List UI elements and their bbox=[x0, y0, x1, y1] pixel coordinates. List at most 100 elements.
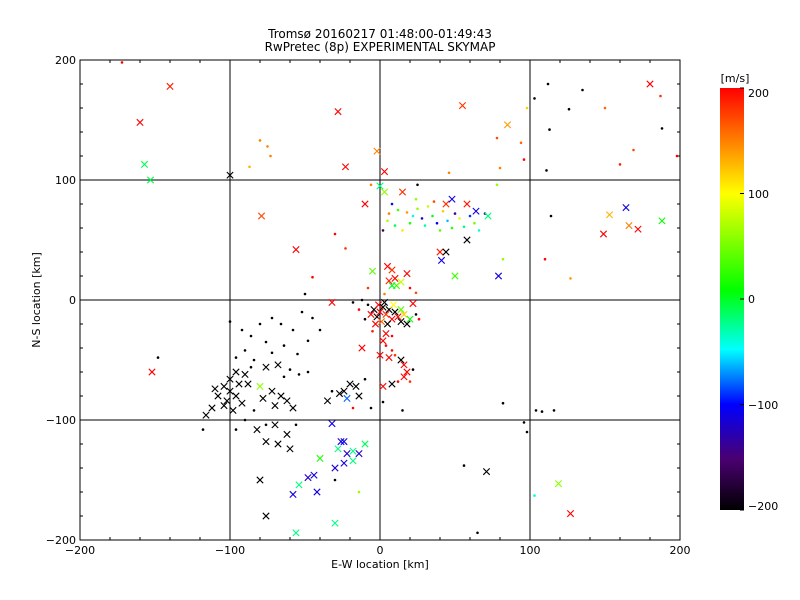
data-point-dot bbox=[498, 166, 502, 170]
data-point-cross bbox=[257, 212, 266, 220]
data-point-dot bbox=[366, 303, 370, 307]
x-tick-label: 200 bbox=[670, 544, 691, 557]
data-point-cross bbox=[442, 248, 450, 256]
data-point-dot bbox=[396, 380, 400, 383]
data-point-cross bbox=[349, 457, 357, 465]
data-point-dot bbox=[296, 352, 299, 356]
data-point-dot bbox=[258, 139, 262, 142]
data-point-dot bbox=[201, 428, 205, 431]
data-point-dot bbox=[569, 277, 572, 280]
data-point-dot bbox=[438, 229, 442, 232]
data-point-dot bbox=[632, 148, 635, 152]
colorbar-tick-label: −200 bbox=[748, 500, 778, 513]
data-point-dot bbox=[371, 329, 374, 333]
data-point-dot bbox=[357, 308, 361, 311]
data-point-dot bbox=[393, 224, 397, 227]
data-point-dot bbox=[468, 214, 472, 218]
data-point-cross bbox=[371, 320, 380, 328]
data-point-dot bbox=[525, 106, 529, 110]
data-point-dot bbox=[311, 275, 314, 279]
data-point-dot bbox=[264, 423, 268, 427]
data-point-cross bbox=[482, 468, 491, 476]
data-point-cross bbox=[448, 195, 456, 203]
data-point-cross bbox=[346, 380, 354, 388]
data-point-dot bbox=[387, 212, 391, 215]
data-point-cross bbox=[391, 274, 399, 282]
data-point-dot bbox=[390, 334, 394, 338]
data-point-dot bbox=[248, 165, 251, 169]
data-point-dot bbox=[618, 163, 622, 166]
data-point-dot bbox=[288, 368, 292, 371]
data-point-cross bbox=[503, 121, 512, 129]
data-point-cross bbox=[374, 301, 383, 309]
data-point-dot bbox=[522, 421, 526, 424]
data-point-dot bbox=[360, 298, 364, 302]
data-point-cross bbox=[383, 320, 392, 328]
data-point-cross bbox=[202, 411, 210, 419]
data-point-dot bbox=[549, 214, 553, 218]
data-point-cross bbox=[271, 402, 279, 410]
data-point-cross bbox=[599, 230, 608, 238]
data-point-dot bbox=[450, 226, 454, 230]
data-point-dot bbox=[545, 169, 548, 172]
data-point-dot bbox=[156, 356, 160, 359]
data-point-dot bbox=[420, 217, 424, 220]
data-point-dot bbox=[351, 406, 355, 410]
data-point-cross bbox=[379, 382, 387, 390]
data-point-dot bbox=[294, 423, 298, 427]
data-point-dot bbox=[416, 207, 419, 211]
data-point-dot bbox=[552, 409, 556, 412]
data-point-cross bbox=[223, 397, 231, 405]
data-point-cross bbox=[373, 147, 381, 155]
colorbar-unit-label: [m/s] bbox=[721, 72, 750, 85]
data-point-cross bbox=[220, 382, 228, 390]
data-point-cross bbox=[355, 450, 363, 458]
data-point-cross bbox=[400, 310, 408, 318]
data-point-cross bbox=[388, 282, 396, 290]
data-point-cross bbox=[622, 204, 630, 212]
data-point-cross bbox=[274, 440, 282, 448]
data-point-dot bbox=[405, 211, 409, 214]
data-point-dot bbox=[366, 286, 370, 290]
data-point-dot bbox=[383, 292, 386, 296]
data-point-dot bbox=[333, 232, 337, 236]
data-point-cross bbox=[146, 176, 155, 184]
data-point-dot bbox=[330, 389, 334, 393]
data-point-dot bbox=[540, 410, 544, 413]
data-point-dot bbox=[453, 212, 457, 215]
data-point-dot bbox=[548, 128, 551, 131]
data-point-cross bbox=[406, 315, 414, 323]
data-point-cross bbox=[313, 488, 321, 496]
data-point-cross bbox=[140, 160, 149, 168]
y-tick-label: 0 bbox=[69, 294, 76, 307]
y-axis-label: N-S location [km] bbox=[30, 252, 43, 348]
data-point-dot bbox=[522, 158, 526, 161]
data-point-cross bbox=[388, 380, 396, 388]
y-tick-label: −200 bbox=[46, 534, 76, 547]
data-point-cross bbox=[388, 266, 396, 274]
data-point-dot bbox=[533, 494, 536, 497]
data-point-cross bbox=[328, 298, 336, 306]
data-point-cross bbox=[256, 382, 264, 390]
data-point-cross bbox=[262, 363, 270, 371]
data-point-dot bbox=[297, 373, 301, 376]
data-point-cross bbox=[379, 337, 387, 345]
data-point-cross bbox=[389, 301, 398, 309]
data-point-dot bbox=[495, 136, 499, 140]
data-point-dot bbox=[401, 229, 404, 232]
data-point-dot bbox=[282, 375, 286, 379]
data-point-dot bbox=[462, 464, 466, 467]
data-point-dot bbox=[675, 154, 679, 158]
data-point-dot bbox=[501, 257, 505, 261]
data-point-cross bbox=[394, 313, 402, 321]
axis-minor-ticks bbox=[79, 59, 681, 541]
data-point-cross bbox=[310, 471, 318, 479]
data-point-cross bbox=[349, 447, 357, 455]
data-point-dot bbox=[495, 183, 499, 187]
data-point-dot bbox=[408, 380, 412, 383]
data-point-cross bbox=[262, 512, 270, 520]
x-tick-labels: −200 −100 0 100 200 bbox=[65, 544, 691, 557]
data-point-dot bbox=[501, 401, 505, 405]
x-axis-label: E-W location [km] bbox=[331, 558, 429, 571]
